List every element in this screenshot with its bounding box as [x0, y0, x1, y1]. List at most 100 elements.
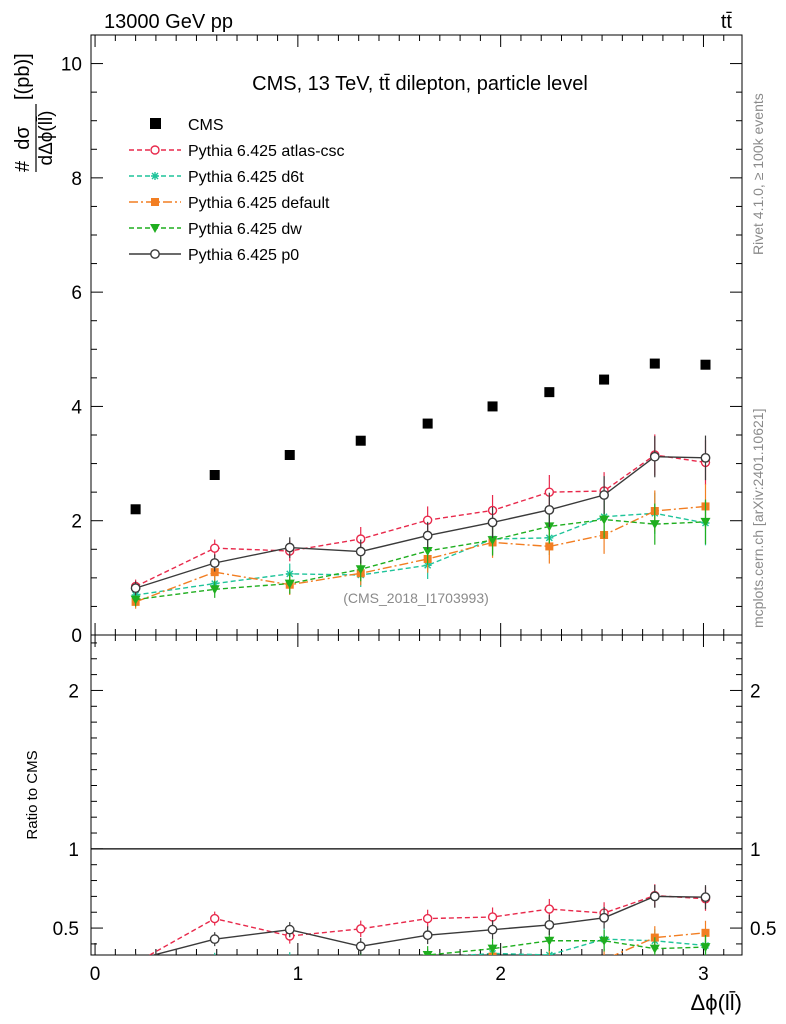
d6t-marker [211, 956, 219, 964]
d6t-marker [132, 965, 140, 973]
cms-marker [544, 387, 555, 398]
series-line [135, 512, 706, 596]
d6t-marker-star [151, 172, 159, 180]
ratio-series-pythia-6-425-p0 [134, 884, 711, 955]
atlas-csc-marker [544, 904, 555, 914]
main-y-tick-label: 6 [71, 283, 82, 304]
atlas-csc-marker [150, 145, 160, 155]
dw-marker [700, 943, 711, 953]
main-series [130, 358, 711, 609]
d6t-marker [286, 956, 294, 964]
default-marker [545, 956, 553, 964]
ratio-y-tick-label: 2 [68, 681, 79, 702]
p0-marker [700, 892, 711, 903]
legend-label: Pythia 6.425 atlas-csc [188, 143, 345, 160]
default-marker [211, 964, 219, 972]
main-y-tick-label: 2 [71, 512, 82, 533]
main-axes: 0 2 4 6 8 10 [61, 34, 742, 647]
ratio-y-tick-label: 1 [68, 840, 79, 861]
ratio-y-tick-label: 0.5 [53, 919, 79, 940]
ratio-series-line [461, 938, 706, 955]
legend: CMS Pythia 6.425 atlas-csc Pythia 6.425 d6… [129, 117, 345, 264]
legend-label: Pythia 6.425 dw [188, 221, 302, 238]
x-axis-label: Δϕ(ll̄) [691, 990, 742, 1015]
dw-marker [649, 520, 660, 530]
dw-marker [599, 515, 610, 525]
p0-marker [150, 249, 160, 259]
p0-marker [599, 912, 609, 923]
ratio-series [132, 884, 711, 980]
dw-marker [210, 961, 220, 970]
legend-entry: Pythia 6.425 d6t [129, 169, 304, 186]
cms-marker [209, 470, 220, 480]
dw-marker [599, 936, 610, 946]
default-marker [600, 956, 608, 964]
atlas-csc-marker [210, 913, 220, 924]
process-label: tt̄ [721, 11, 733, 33]
ratio-y-label: Ratio to CMS [24, 750, 41, 839]
p0-marker [544, 920, 555, 930]
p0-marker [649, 451, 660, 462]
y-label-unit: [(pb)] [12, 53, 34, 100]
default-marker [210, 568, 219, 577]
atlas-csc-marker [132, 959, 140, 967]
x-tick-label: 1 [293, 964, 304, 985]
y-label-denominator: dΔϕ(ll̄) [36, 111, 57, 166]
p0-marker [284, 542, 295, 553]
x-tick-label: 3 [698, 964, 709, 985]
ratio-axes: 0.5 0.5 1 1 2 2 0 1 2 3 [53, 635, 776, 985]
ratio-series-line [148, 894, 706, 955]
d6t-marker-star [211, 956, 219, 964]
legend-entry: Pythia 6.425 atlas-csc [129, 143, 345, 160]
series-line [135, 518, 706, 601]
d6t-marker-star [132, 965, 140, 973]
legend-entry: CMS [150, 117, 224, 134]
p0-marker [134, 954, 137, 955]
cms-marker [284, 450, 295, 460]
dw-marker [422, 951, 433, 955]
x-tick-label: 2 [495, 964, 506, 985]
analysis-id: (CMS_2018_I1703993) [343, 590, 489, 606]
plot-title: CMS, 13 TeV, tt̄ dilepton, particle leve… [252, 73, 588, 95]
ratio-series-clipped [132, 884, 711, 980]
p0-marker [355, 941, 366, 952]
dw-marker [700, 517, 711, 527]
main-y-tick-label: 8 [71, 169, 82, 190]
dw-marker [209, 585, 220, 595]
atlas-csc-marker [487, 912, 498, 922]
default-marker [424, 959, 432, 967]
x-tick-label: 0 [90, 964, 101, 985]
legend-label: Pythia 6.425 p0 [188, 247, 299, 264]
default-marker [545, 542, 554, 551]
dw-marker [487, 944, 498, 954]
p0-marker [649, 891, 660, 902]
dw-marker [544, 936, 555, 946]
side-label-rivet: Rivet 4.1.0, ≥ 100k events [750, 93, 766, 255]
y-label-numerator: dσ [12, 126, 34, 150]
legend-cms-swatch [150, 118, 161, 129]
ratio-series-pythia-6-425-atlas-csc [132, 884, 711, 967]
main-panel: 0 2 4 6 8 10 CMS, 13 TeV, tt̄ dilepton, parti… [61, 34, 743, 647]
legend-label: Pythia 6.425 default [188, 195, 330, 212]
default-marker [132, 972, 140, 980]
main-y-tick-label: 0 [71, 626, 82, 647]
side-label-site: mcplots.cern.ch [arXiv:2401.10621] [750, 409, 766, 628]
cms-marker [422, 418, 433, 429]
d6t-marker [151, 172, 159, 180]
cms-marker [355, 435, 366, 446]
atlas-csc-marker [210, 543, 220, 553]
series-line [135, 456, 706, 589]
energy-label: 13000 GeV pp [104, 11, 233, 33]
p0-marker [700, 452, 711, 463]
main-y-tick-label: 4 [71, 397, 82, 418]
cms-marker [700, 359, 711, 370]
cms-marker [649, 358, 660, 369]
d6t-marker-star [286, 956, 294, 964]
main-y-tick-label: 10 [61, 55, 82, 76]
dw-marker [487, 536, 498, 546]
default-marker [357, 964, 365, 972]
series-line [135, 505, 706, 603]
cms-marker [487, 401, 498, 412]
dw-marker [284, 579, 295, 589]
p0-marker [130, 583, 141, 594]
